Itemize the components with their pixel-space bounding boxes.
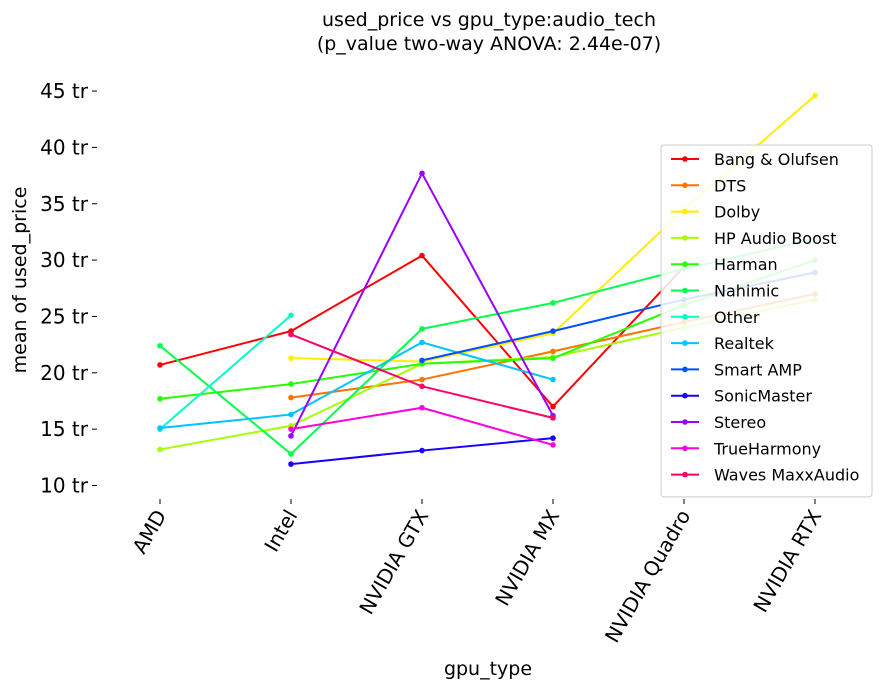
data-point — [550, 355, 556, 361]
series-line — [159, 341, 554, 430]
y-tick-label: 30 tr — [40, 248, 89, 272]
data-point — [550, 328, 556, 334]
data-point — [157, 446, 163, 453]
x-tick-label: Intel — [259, 506, 302, 556]
y-axis-label: mean of used_price — [9, 187, 31, 374]
data-point — [419, 252, 425, 259]
data-point — [288, 461, 294, 467]
series-waves-maxxaudio — [288, 331, 556, 421]
legend-box — [660, 144, 873, 498]
data-point — [550, 415, 556, 421]
y-tick-label: 10 tr — [40, 474, 89, 498]
x-tick-label: NVIDIA Quadro — [600, 506, 695, 647]
x-tick-label: AMD — [127, 506, 171, 558]
data-point — [550, 403, 556, 410]
data-point — [288, 312, 294, 319]
data-point — [419, 170, 425, 177]
legend-label: Smart AMP — [714, 360, 802, 379]
series-line — [290, 172, 554, 437]
legend-marker — [682, 366, 688, 373]
legend-marker — [682, 235, 688, 241]
data-point — [419, 326, 425, 332]
legend-label: Bang & Olufsen — [714, 150, 839, 169]
data-point — [550, 300, 556, 306]
legend-label: HP Audio Boost — [714, 229, 837, 248]
data-point — [550, 348, 556, 355]
data-point — [288, 451, 294, 457]
series-other — [157, 312, 294, 432]
x-tick-label: NVIDIA MX — [490, 505, 564, 610]
data-point — [550, 442, 556, 448]
legend-label: Harman — [714, 255, 778, 274]
data-point — [288, 331, 294, 338]
legend-label: Nahimic — [714, 282, 779, 301]
data-point — [157, 362, 163, 368]
data-point — [419, 383, 425, 390]
y-tick-label: 20 tr — [40, 361, 89, 385]
data-point — [157, 425, 163, 431]
data-point — [419, 404, 425, 411]
legend-label: Realtek — [714, 334, 775, 353]
legend-marker — [682, 287, 688, 294]
series-realtek — [157, 339, 556, 431]
legend-marker — [682, 156, 688, 162]
chart-title: used_price vs gpu_type:audio_tech — [322, 9, 656, 31]
chart-subtitle: (p_value two-way ANOVA: 2.44e-07) — [317, 33, 661, 55]
legend-label: Waves MaxxAudio — [714, 466, 859, 485]
data-point — [288, 426, 294, 432]
legend-marker — [682, 208, 688, 215]
data-point — [288, 411, 294, 418]
legend-marker — [682, 392, 688, 399]
y-tick-label: 40 tr — [40, 135, 89, 159]
legend-label: DTS — [714, 176, 746, 195]
legend-label: Stereo — [714, 413, 766, 432]
legend-marker — [682, 314, 688, 320]
legend-label: SonicMaster — [714, 387, 812, 406]
series-stereo — [288, 170, 556, 439]
data-point — [288, 355, 294, 361]
data-point — [157, 342, 163, 349]
data-point — [419, 339, 425, 346]
legend-label: Other — [714, 308, 760, 327]
legend: Bang & Olufsen DTS Dolby HP Audio Boost Harm… — [660, 144, 873, 498]
y-tick-label: 45 tr — [40, 79, 89, 103]
data-point — [419, 357, 425, 364]
legend-marker — [682, 445, 688, 452]
x-axis: AMD Intel NVIDIA GTX NVIDIA MX NVIDIA Quadro… — [127, 499, 826, 647]
data-point — [550, 376, 556, 383]
y-tick-label: 35 tr — [40, 192, 89, 216]
legend-label: Dolby — [714, 203, 760, 222]
data-point — [288, 433, 294, 439]
series-line — [290, 406, 554, 446]
series-trueharmony — [288, 404, 556, 448]
legend-label: TrueHarmony — [713, 439, 821, 458]
y-tick-label: 15 tr — [40, 417, 89, 441]
data-point — [288, 381, 294, 387]
data-point — [288, 394, 294, 401]
legend-marker — [682, 471, 688, 478]
data-point — [550, 435, 556, 441]
x-tick-label: NVIDIA GTX — [354, 505, 433, 618]
data-point — [157, 395, 163, 402]
y-tick-label: 25 tr — [40, 304, 89, 328]
data-point — [812, 92, 818, 99]
legend-marker — [682, 340, 688, 346]
x-axis-label: gpu_type — [444, 658, 532, 680]
data-point — [419, 447, 425, 454]
legend-marker — [682, 182, 688, 189]
series-line — [159, 314, 292, 430]
legend-marker — [682, 419, 688, 425]
data-point — [419, 376, 425, 383]
x-tick-label: NVIDIA RTX — [748, 505, 826, 616]
series-sonicmaster — [288, 435, 556, 467]
y-axis: 10 tr 15 tr 20 tr 25 tr 30 tr 35 tr 40 tr 45 tr — [40, 79, 97, 498]
legend-marker — [682, 261, 688, 268]
